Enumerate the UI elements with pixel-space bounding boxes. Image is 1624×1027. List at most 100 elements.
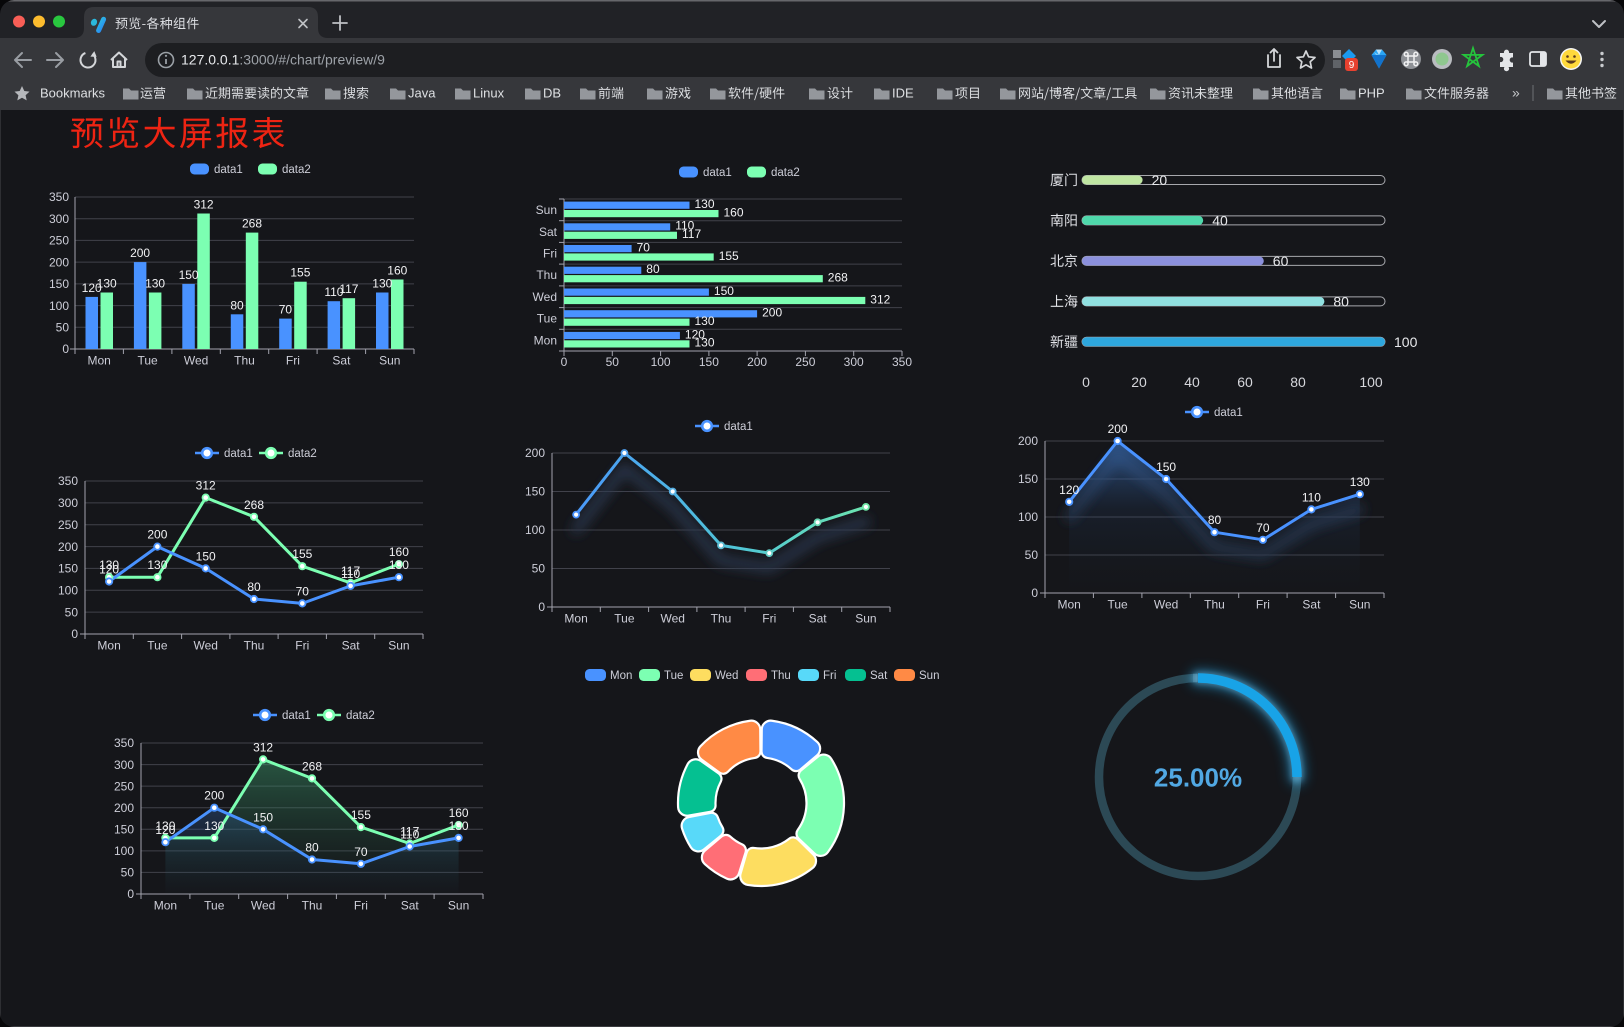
svg-text:250: 250 <box>49 234 69 248</box>
svg-text:60: 60 <box>1237 374 1253 390</box>
svg-text:200: 200 <box>525 446 545 460</box>
svg-text:110: 110 <box>1302 490 1321 504</box>
svg-text:130: 130 <box>1350 475 1370 489</box>
svg-text:155: 155 <box>719 249 739 263</box>
svg-text:Sun: Sun <box>919 670 939 682</box>
svg-text:80: 80 <box>305 841 319 855</box>
svg-text:120: 120 <box>1059 483 1079 497</box>
svg-text:Sat: Sat <box>342 639 361 653</box>
svg-text:Fri: Fri <box>762 612 776 626</box>
svg-text:117: 117 <box>341 564 360 578</box>
svg-text:70: 70 <box>354 845 368 859</box>
svg-text:312: 312 <box>196 479 216 493</box>
svg-text:Linux: Linux <box>473 86 505 101</box>
svg-text:268: 268 <box>244 498 264 512</box>
svg-text:150: 150 <box>525 485 545 499</box>
svg-text:data1: data1 <box>282 710 311 722</box>
svg-text:Wed: Wed <box>660 612 684 626</box>
svg-text:0: 0 <box>561 355 568 369</box>
svg-text:150: 150 <box>49 277 69 291</box>
svg-text:Bookmarks: Bookmarks <box>40 86 106 101</box>
svg-text:70: 70 <box>296 584 310 598</box>
svg-text:Thu: Thu <box>711 612 732 626</box>
svg-text:150: 150 <box>58 562 78 576</box>
svg-text:Sun: Sun <box>1349 598 1370 612</box>
svg-text:Thu: Thu <box>1204 598 1225 612</box>
svg-text:20: 20 <box>1152 172 1168 188</box>
svg-text:PHP: PHP <box>1358 86 1385 101</box>
svg-text:Wed: Wed <box>251 899 275 913</box>
svg-text:250: 250 <box>114 779 134 793</box>
svg-text:100: 100 <box>1359 374 1383 390</box>
svg-text:25.00%: 25.00% <box>1154 763 1242 793</box>
svg-text:312: 312 <box>870 292 890 306</box>
svg-text:0: 0 <box>1031 586 1038 600</box>
svg-text:200: 200 <box>1108 422 1128 436</box>
svg-text:80: 80 <box>230 298 244 312</box>
svg-text:data1: data1 <box>214 164 243 176</box>
svg-text:100: 100 <box>1394 334 1418 350</box>
svg-text:80: 80 <box>247 580 261 594</box>
svg-text:Wed: Wed <box>715 670 738 682</box>
svg-text:130: 130 <box>97 277 117 291</box>
svg-text:Wed: Wed <box>184 354 208 368</box>
svg-text:Thu: Thu <box>302 899 323 913</box>
svg-text:120: 120 <box>685 327 705 341</box>
svg-text:60: 60 <box>1273 253 1289 269</box>
svg-text:80: 80 <box>1208 513 1222 527</box>
svg-text:200: 200 <box>130 246 150 260</box>
svg-text:130: 130 <box>99 558 119 572</box>
svg-text:130: 130 <box>449 819 469 833</box>
svg-text:data1: data1 <box>1214 407 1243 419</box>
svg-text:250: 250 <box>58 518 78 532</box>
svg-text:300: 300 <box>58 496 78 510</box>
svg-text:130: 130 <box>389 558 409 572</box>
svg-text:155: 155 <box>292 547 312 561</box>
svg-text:Thu: Thu <box>536 268 557 282</box>
svg-text:100: 100 <box>58 584 78 598</box>
svg-text:100: 100 <box>114 844 134 858</box>
svg-text:70: 70 <box>279 303 293 317</box>
svg-text:Mon: Mon <box>564 612 587 626</box>
svg-text:Sat: Sat <box>401 899 420 913</box>
svg-text:160: 160 <box>387 264 407 278</box>
svg-text:70: 70 <box>637 240 651 254</box>
svg-text:350: 350 <box>892 355 912 369</box>
svg-text:120: 120 <box>99 563 119 577</box>
svg-text:9: 9 <box>1349 60 1355 71</box>
svg-text:117: 117 <box>682 227 701 241</box>
svg-text:70: 70 <box>1256 521 1270 535</box>
svg-text:Sun: Sun <box>448 899 469 913</box>
svg-text:Sat: Sat <box>539 225 558 239</box>
svg-text:160: 160 <box>389 545 409 559</box>
svg-text:110: 110 <box>400 828 419 842</box>
svg-text:Tue: Tue <box>664 670 683 682</box>
svg-text:Fri: Fri <box>543 247 557 261</box>
svg-text:IDE: IDE <box>892 86 914 101</box>
svg-text:Sun: Sun <box>855 612 876 626</box>
svg-text:Tue: Tue <box>1107 598 1128 612</box>
svg-text:150: 150 <box>1018 472 1038 486</box>
svg-text:Fri: Fri <box>295 639 309 653</box>
svg-text:150: 150 <box>196 549 216 563</box>
svg-text:50: 50 <box>1025 548 1039 562</box>
svg-text:80: 80 <box>1290 374 1306 390</box>
svg-text:Mon: Mon <box>610 670 632 682</box>
svg-text:50: 50 <box>606 355 620 369</box>
svg-text:130: 130 <box>145 277 165 291</box>
svg-text:150: 150 <box>253 810 273 824</box>
svg-text:50: 50 <box>56 321 70 335</box>
svg-text:Sun: Sun <box>536 203 557 217</box>
svg-text:312: 312 <box>194 198 214 212</box>
svg-text:150: 150 <box>1156 460 1176 474</box>
svg-text:350: 350 <box>58 474 78 488</box>
svg-text:155: 155 <box>290 266 310 280</box>
svg-text:Tue: Tue <box>614 612 635 626</box>
svg-text:117: 117 <box>400 825 419 839</box>
svg-text:Mon: Mon <box>88 354 111 368</box>
svg-text:0: 0 <box>127 887 134 901</box>
svg-text:Mon: Mon <box>97 639 120 653</box>
svg-text:200: 200 <box>747 355 767 369</box>
svg-text:Tue: Tue <box>137 354 158 368</box>
svg-text:150: 150 <box>714 284 734 298</box>
